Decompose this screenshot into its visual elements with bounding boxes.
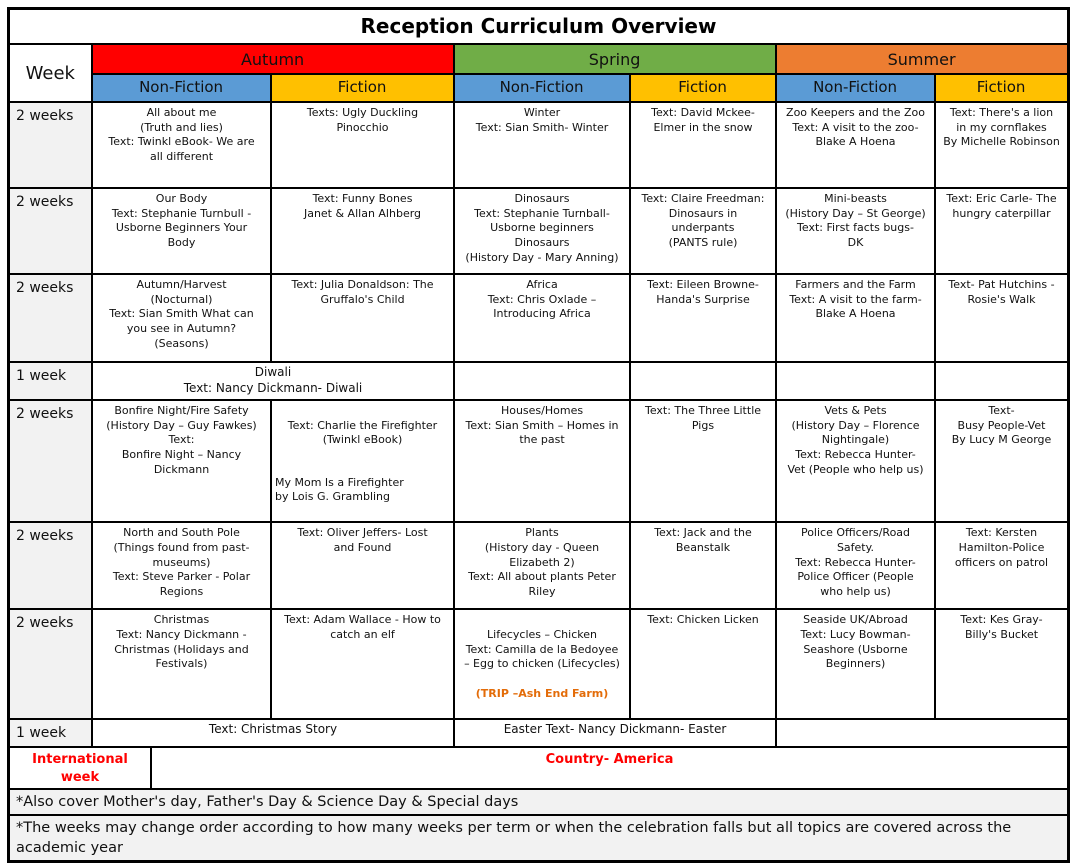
summer-nonfiction-header: Non-Fiction bbox=[776, 75, 936, 104]
spring-nonfiction-cell: Dinosaurs Text: Stephanie Turnball- Usbo… bbox=[455, 189, 631, 276]
spring-nonfiction-cell: Winter Text: Sian Smith- Winter bbox=[455, 103, 631, 190]
spring-nonfiction-header: Non-Fiction bbox=[454, 75, 631, 104]
autumn-fiction-cell: Text: Julia Donaldson: The Gruffalo's Ch… bbox=[272, 275, 455, 364]
autumn-nonfiction-cell: All about me (Truth and lies) Text: Twin… bbox=[93, 103, 272, 190]
footnote-line-1: *Also cover Mother's day, Father's Day &… bbox=[10, 790, 1067, 817]
summer-nonfiction-cell: Zoo Keepers and the Zoo Text: A visit to… bbox=[777, 103, 936, 190]
season-header-row: Autumn Spring Summer bbox=[92, 45, 1067, 76]
autumn-fiction-cell: Text: Adam Wallace - How to catch an elf bbox=[272, 610, 455, 720]
summer-nonfiction-cell: Mini-beasts (History Day – St George) Te… bbox=[777, 189, 936, 276]
week-cell: 2 weeks bbox=[10, 189, 93, 276]
spring-fiction-cell: Text: Eileen Browne- Handa's Surprise bbox=[631, 275, 777, 364]
autumn-fiction-header: Fiction bbox=[271, 75, 455, 104]
page-title: Reception Curriculum Overview bbox=[360, 14, 717, 38]
spring-nonfiction-cell: Plants (History day - Queen Elizabeth 2)… bbox=[455, 523, 631, 611]
summer-merged-cell bbox=[777, 720, 1067, 749]
season-header-summer: Summer bbox=[776, 45, 1067, 76]
autumn-nonfiction-cell: Our Body Text: Stephanie Turnbull - Usbo… bbox=[93, 189, 272, 276]
spring-nonfiction-cell: Africa Text: Chris Oxlade – Introducing … bbox=[455, 275, 631, 364]
spring-fiction-cell: Text: The Three Little Pigs bbox=[631, 401, 777, 524]
week-cell: 1 week bbox=[10, 719, 93, 749]
table-row: 2 weeks Autumn/Harvest (Nocturnal) Text:… bbox=[10, 275, 1067, 364]
week-cell: 2 weeks bbox=[10, 103, 93, 190]
summer-nonfiction-cell: Seaside UK/Abroad Text: Lucy Bowman- Sea… bbox=[777, 610, 936, 720]
spring-nonfiction-cell: Houses/Homes Text: Sian Smith – Homes in… bbox=[455, 401, 631, 524]
summer-fiction-cell: Text- Pat Hutchins - Rosie's Walk bbox=[936, 275, 1067, 364]
autumn-fiction-cell: Text: Funny Bones Janet & Allan Alhberg bbox=[272, 189, 455, 276]
footnote-row: *The weeks may change order according to… bbox=[10, 816, 1067, 860]
summer-fiction-cell: Text: Eric Carle- The hungry caterpillar bbox=[936, 189, 1067, 276]
table-row: 2 weeks Christmas Text: Nancy Dickmann -… bbox=[10, 610, 1067, 720]
autumn-nonfiction-cell: Christmas Text: Nancy Dickmann - Christm… bbox=[93, 610, 272, 720]
spring-merged-cell: Easter Text- Nancy Dickmann- Easter bbox=[455, 719, 777, 749]
footnote-row: *Also cover Mother's day, Father's Day &… bbox=[10, 790, 1067, 817]
table-row: 2 weeks Bonfire Night/Fire Safety (Histo… bbox=[10, 401, 1067, 524]
week-cell: 1 week bbox=[10, 363, 93, 402]
table-row: 2 weeks Our Body Text: Stephanie Turnbul… bbox=[10, 189, 1067, 276]
spring-nonfiction-cell bbox=[455, 363, 631, 402]
summer-fiction-cell: Text- Busy People-Vet By Lucy M George bbox=[936, 401, 1067, 524]
spring-fiction-cell: Text: Claire Freedman: Dinosaurs in unde… bbox=[631, 189, 777, 276]
summer-fiction-header: Fiction bbox=[935, 75, 1067, 104]
autumn-merged-cell: Text: Christmas Story bbox=[93, 719, 455, 749]
table-row: 2 weeks North and South Pole (Things fou… bbox=[10, 523, 1067, 611]
week-cell: 2 weeks bbox=[10, 523, 93, 611]
spring-fiction-cell: Text: Chicken Licken bbox=[631, 610, 777, 720]
autumn-nonfiction-cell: North and South Pole (Things found from … bbox=[93, 523, 272, 611]
season-header-autumn: Autumn bbox=[92, 45, 455, 76]
lifecycles-text: Lifecycles – Chicken Text: Camilla de la… bbox=[464, 628, 620, 671]
spring-fiction-header: Fiction bbox=[630, 75, 777, 104]
autumn-fiction-cell: Text: Charlie the Firefighter (Twinkl eB… bbox=[272, 401, 455, 524]
week-column-header: Week bbox=[10, 45, 93, 104]
fiction-text-centered: Text: Charlie the Firefighter (Twinkl eB… bbox=[287, 418, 438, 447]
final-week-row: 1 week Text: Christmas Story Easter Text… bbox=[10, 719, 1067, 749]
trip-highlight: (TRIP –Ash End Farm) bbox=[475, 686, 609, 700]
summer-nonfiction-cell: Vets & Pets (History Day – Florence Nigh… bbox=[777, 401, 936, 524]
autumn-fiction-cell: Text: Oliver Jeffers- Lost and Found bbox=[272, 523, 455, 611]
autumn-nonfiction-cell: Autumn/Harvest (Nocturnal) Text: Sian Sm… bbox=[93, 275, 272, 364]
summer-fiction-cell: Text: Kes Gray- Billy's Bucket bbox=[936, 610, 1067, 720]
season-header-spring: Spring bbox=[454, 45, 777, 76]
summer-nonfiction-cell bbox=[777, 363, 936, 402]
autumn-nonfiction-cell: Bonfire Night/Fire Safety (History Day –… bbox=[93, 401, 272, 524]
summer-fiction-cell bbox=[936, 363, 1067, 402]
week-cell: 2 weeks bbox=[10, 401, 93, 524]
fiction-text-left: My Mom Is a Firefighter by Lois G. Gramb… bbox=[275, 475, 404, 504]
title-row: Reception Curriculum Overview bbox=[10, 10, 1067, 45]
international-week-country: Country- America bbox=[152, 748, 1067, 791]
international-week-row: International week Country- America bbox=[10, 748, 1067, 791]
curriculum-table: Reception Curriculum Overview Week Autum… bbox=[7, 7, 1070, 863]
summer-fiction-cell: Text: There's a lion in my cornflakes By… bbox=[936, 103, 1067, 190]
spring-fiction-cell: Text: David Mckee- Elmer in the snow bbox=[631, 103, 777, 190]
autumn-merged-cell: Diwali Text: Nancy Dickmann- Diwali bbox=[93, 363, 455, 402]
table-row: 2 weeks All about me (Truth and lies) Te… bbox=[10, 103, 1067, 190]
autumn-fiction-cell: Texts: Ugly Duckling Pinocchio bbox=[272, 103, 455, 190]
footnote-line-2: *The weeks may change order according to… bbox=[10, 816, 1067, 860]
autumn-nonfiction-header: Non-Fiction bbox=[92, 75, 272, 104]
diwali-row: 1 week Diwali Text: Nancy Dickmann- Diwa… bbox=[10, 363, 1067, 402]
spring-fiction-cell bbox=[631, 363, 777, 402]
week-cell: 2 weeks bbox=[10, 610, 93, 720]
international-week-label: International week bbox=[10, 748, 152, 791]
spring-fiction-cell: Text: Jack and the Beanstalk bbox=[631, 523, 777, 611]
summer-nonfiction-cell: Police Officers/Road Safety. Text: Rebec… bbox=[777, 523, 936, 611]
summer-nonfiction-cell: Farmers and the Farm Text: A visit to th… bbox=[777, 275, 936, 364]
table-header: Week Autumn Spring Summer Non-Fiction Fi… bbox=[10, 45, 1067, 104]
spring-nonfiction-cell: Lifecycles – Chicken Text: Camilla de la… bbox=[455, 610, 631, 720]
subheader-row: Non-Fiction Fiction Non-Fiction Fiction … bbox=[92, 75, 1067, 104]
season-header-block: Autumn Spring Summer Non-Fiction Fiction… bbox=[92, 45, 1067, 104]
week-cell: 2 weeks bbox=[10, 275, 93, 364]
summer-fiction-cell: Text: Kersten Hamilton-Police officers o… bbox=[936, 523, 1067, 611]
